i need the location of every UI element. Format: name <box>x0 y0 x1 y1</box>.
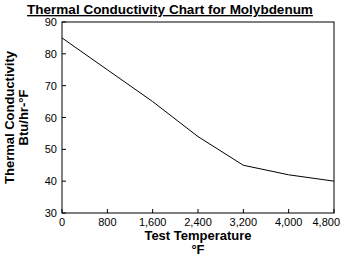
x-tick <box>243 209 244 213</box>
x-axis-label: °F <box>191 242 204 257</box>
y-tick <box>62 117 66 118</box>
x-tick <box>107 209 108 213</box>
y-tick <box>62 22 66 23</box>
x-tick-label: 4,800 <box>312 216 340 228</box>
chart: Thermal Conductivity Chart for Molybdenu… <box>0 0 343 258</box>
x-tick-label: 2,400 <box>184 216 212 228</box>
y-tick <box>62 85 66 86</box>
x-tick <box>152 209 153 213</box>
y-tick-label: 40 <box>45 175 57 187</box>
x-tick <box>198 209 199 213</box>
x-tick-label: 3,200 <box>230 216 258 228</box>
y-tick-label: 70 <box>45 80 57 92</box>
y-tick <box>62 53 66 54</box>
x-tick-label: 0 <box>59 216 65 228</box>
y-tick <box>62 213 66 214</box>
x-tick <box>288 209 289 213</box>
x-tick-label: 4,000 <box>275 216 303 228</box>
y-tick-label: 90 <box>45 16 57 28</box>
x-axis-label: Test Temperature <box>144 228 251 243</box>
x-tick-label: 1,600 <box>139 216 167 228</box>
x-tick-label: 800 <box>98 216 116 228</box>
y-axis-label: Thermal Conductivity <box>2 50 17 184</box>
y-axis-label: Btu/hr-°F <box>16 90 31 146</box>
plot-area <box>62 38 334 181</box>
data-line <box>62 38 334 181</box>
y-tick <box>62 149 66 150</box>
y-tick <box>62 181 66 182</box>
x-tick <box>334 209 335 213</box>
y-tick-label: 30 <box>45 207 57 219</box>
y-tick-label: 50 <box>45 143 57 155</box>
y-tick-label: 60 <box>45 112 57 124</box>
plot-frame <box>62 22 334 213</box>
x-tick <box>62 209 63 213</box>
y-tick-label: 80 <box>45 48 57 60</box>
title: Thermal Conductivity Chart for Molybdenu… <box>27 2 313 17</box>
